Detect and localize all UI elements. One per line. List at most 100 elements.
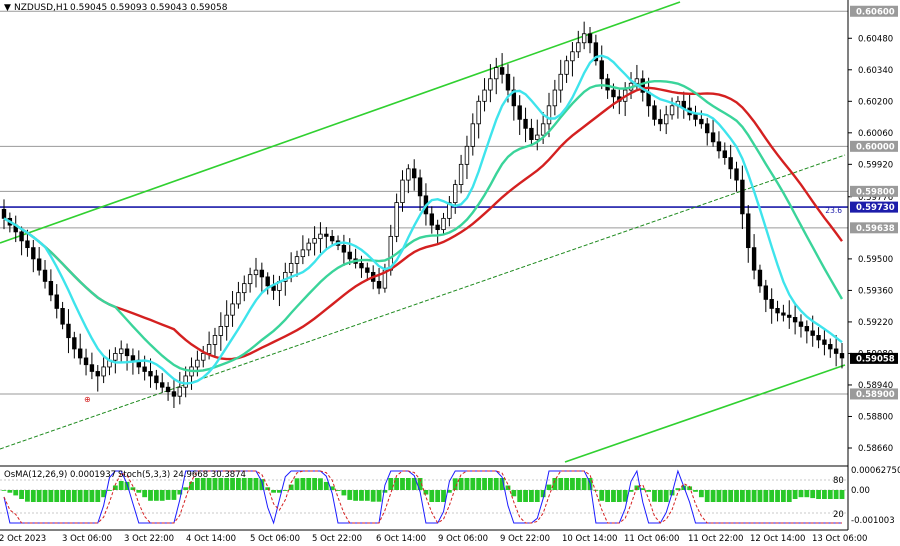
- candle-body[interactable]: [558, 73, 563, 91]
- candle-body[interactable]: [306, 242, 311, 251]
- candle-body[interactable]: [781, 312, 786, 316]
- candle-body[interactable]: [593, 42, 599, 62]
- candle-body[interactable]: [83, 357, 89, 366]
- candle-body[interactable]: [242, 283, 247, 294]
- ma-slow-line[interactable]: [3, 86, 843, 361]
- candle-body[interactable]: [66, 323, 71, 339]
- candle-body[interactable]: [95, 371, 100, 377]
- candle-body[interactable]: [36, 258, 42, 271]
- candle-body[interactable]: [810, 330, 815, 336]
- candle-body[interactable]: [435, 224, 440, 231]
- candle-body[interactable]: [453, 184, 458, 204]
- candle-body[interactable]: [206, 344, 212, 354]
- candle-body[interactable]: [288, 262, 294, 273]
- candle-body[interactable]: [42, 269, 48, 282]
- candle-body[interactable]: [499, 67, 505, 75]
- candle-body[interactable]: [792, 317, 798, 323]
- candle-body[interactable]: [611, 89, 616, 98]
- candle-body[interactable]: [476, 100, 481, 125]
- candle-body[interactable]: [488, 78, 493, 91]
- candle-body[interactable]: [130, 355, 136, 361]
- candle-body[interactable]: [787, 314, 792, 318]
- candle-body[interactable]: [716, 141, 722, 152]
- candle-body[interactable]: [599, 60, 604, 80]
- candle-body[interactable]: [728, 157, 733, 170]
- candle-body[interactable]: [570, 51, 575, 62]
- candle-body[interactable]: [218, 326, 224, 336]
- candle-body[interactable]: [663, 114, 669, 125]
- candle-body[interactable]: [324, 233, 329, 237]
- candle-body[interactable]: [482, 89, 487, 102]
- candle-body[interactable]: [652, 105, 657, 120]
- candle-body[interactable]: [693, 114, 698, 120]
- candle-body[interactable]: [171, 391, 177, 397]
- candle-body[interactable]: [517, 105, 522, 120]
- oscillator-pane[interactable]: OsMA(12,26,9) 0.0001937 Stoch(5,3,3) 24.…: [0, 466, 900, 526]
- candle-body[interactable]: [101, 366, 106, 377]
- candle-body[interactable]: [318, 233, 323, 240]
- candle-body[interactable]: [365, 267, 370, 273]
- price-pane[interactable]: ⊕: [0, 1, 848, 463]
- candle-body[interactable]: [165, 386, 171, 393]
- candle-body[interactable]: [394, 202, 399, 237]
- candle-body[interactable]: [505, 73, 511, 91]
- candle-body[interactable]: [546, 105, 552, 125]
- candle-body[interactable]: [447, 202, 452, 219]
- candle-body[interactable]: [669, 105, 675, 116]
- ma-fast-line[interactable]: [3, 54, 843, 385]
- candle-body[interactable]: [177, 386, 183, 397]
- candle-body[interactable]: [230, 303, 235, 316]
- candle-body[interactable]: [757, 269, 763, 287]
- candle-body[interactable]: [1, 208, 7, 219]
- ma-mid-line[interactable]: [3, 79, 844, 373]
- candle-body[interactable]: [804, 326, 810, 332]
- candle-body[interactable]: [763, 285, 769, 300]
- candle-body[interactable]: [441, 217, 446, 231]
- candle-body[interactable]: [640, 78, 645, 93]
- candle-body[interactable]: [417, 177, 423, 197]
- candle-body[interactable]: [72, 337, 77, 350]
- candle-body[interactable]: [746, 213, 751, 249]
- candle-body[interactable]: [201, 353, 206, 361]
- candle-body[interactable]: [751, 247, 757, 271]
- candle-body[interactable]: [710, 132, 716, 143]
- candle-body[interactable]: [247, 274, 253, 285]
- candle-body[interactable]: [77, 348, 83, 359]
- candle-body[interactable]: [183, 375, 188, 388]
- candle-body[interactable]: [458, 163, 464, 185]
- candle-body[interactable]: [464, 145, 470, 165]
- candle-body[interactable]: [142, 366, 147, 372]
- candle-body[interactable]: [312, 238, 317, 244]
- candle-body[interactable]: [119, 348, 124, 354]
- candle-body[interactable]: [833, 348, 839, 354]
- candle-body[interactable]: [494, 67, 499, 80]
- candle-body[interactable]: [605, 78, 610, 91]
- candle-body[interactable]: [529, 127, 534, 140]
- candle-body[interactable]: [511, 89, 517, 107]
- candle-body[interactable]: [722, 150, 727, 158]
- candle-body[interactable]: [535, 134, 540, 140]
- candle-body[interactable]: [19, 231, 24, 242]
- candle-body[interactable]: [376, 281, 382, 289]
- candle-body[interactable]: [265, 276, 270, 287]
- candle-body[interactable]: [412, 168, 417, 179]
- candle-body[interactable]: [236, 292, 241, 305]
- candle-body[interactable]: [160, 382, 165, 388]
- candle-body[interactable]: [54, 294, 59, 309]
- candle-body[interactable]: [822, 339, 827, 345]
- candle-body[interactable]: [470, 123, 476, 147]
- candle-body[interactable]: [839, 353, 845, 359]
- channel-upper-line[interactable]: [0, 1, 681, 244]
- candle-body[interactable]: [576, 42, 581, 53]
- candle-body[interactable]: [224, 314, 229, 327]
- candle-body[interactable]: [113, 353, 118, 361]
- candle-body[interactable]: [775, 308, 780, 314]
- candle-body[interactable]: [341, 244, 347, 253]
- candle-body[interactable]: [705, 123, 710, 134]
- candle-body[interactable]: [769, 299, 774, 309]
- candle-body[interactable]: [89, 364, 95, 372]
- channel-middle-line[interactable]: [0, 154, 846, 450]
- candle-body[interactable]: [564, 60, 569, 75]
- candle-body[interactable]: [300, 249, 306, 258]
